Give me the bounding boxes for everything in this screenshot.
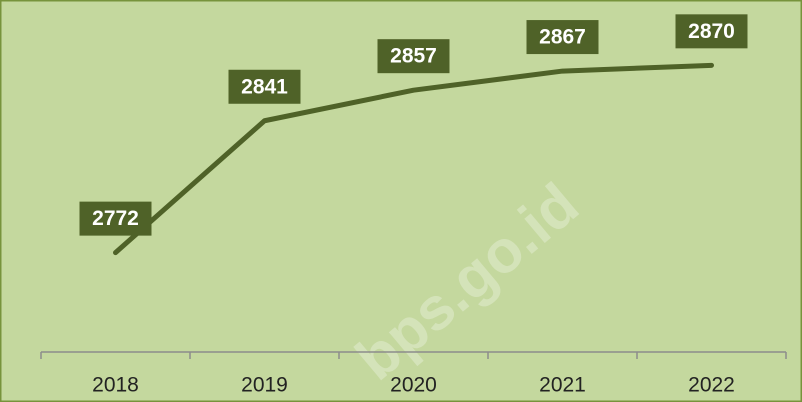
value-label-box: [228, 69, 301, 104]
value-label: 2867: [539, 26, 586, 49]
value-label-box: [79, 201, 152, 236]
x-tick-label: 2019: [241, 374, 288, 397]
line-series: [113, 62, 714, 256]
value-label: 2772: [92, 207, 139, 230]
value-label-box: [526, 20, 599, 55]
x-tick-label: 2021: [539, 374, 586, 397]
value-label: 2857: [390, 45, 437, 68]
value-label-box: [675, 14, 748, 49]
x-tick-label: 2018: [92, 374, 139, 397]
value-label: 2841: [241, 75, 288, 98]
x-tick-label: 2020: [390, 374, 437, 397]
value-label: 2870: [688, 20, 735, 43]
x-tick-label: 2022: [688, 374, 735, 397]
value-label-box: [377, 39, 450, 74]
